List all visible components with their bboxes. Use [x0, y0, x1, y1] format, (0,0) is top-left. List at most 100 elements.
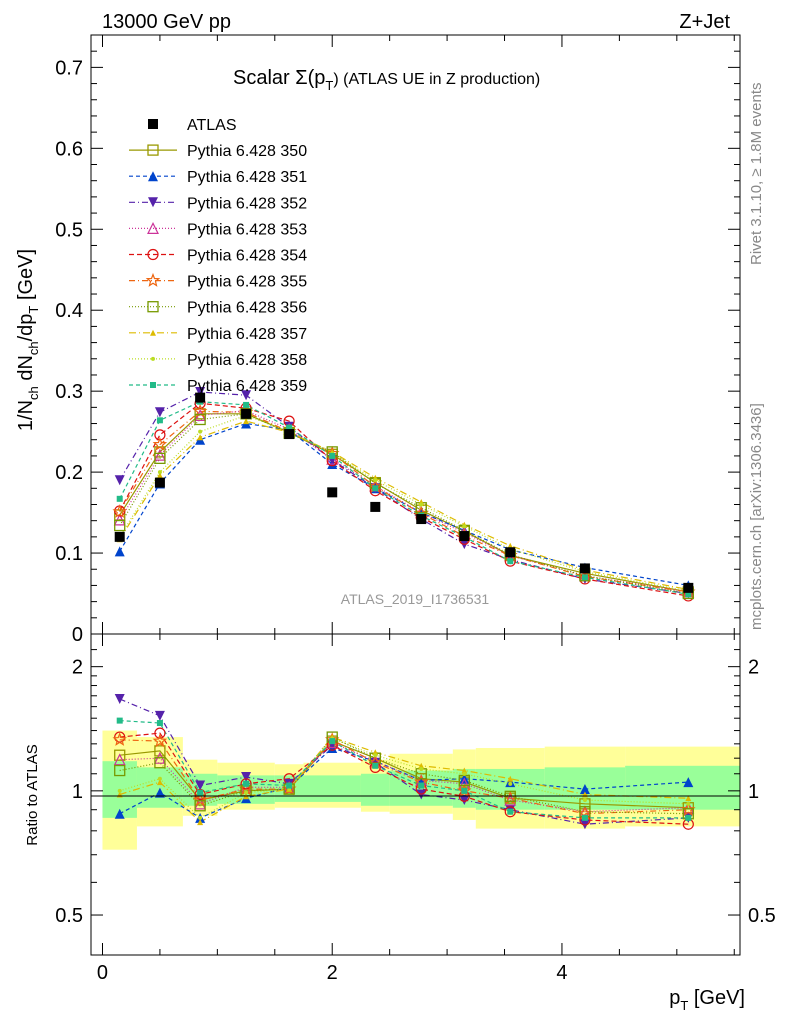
legend-label: Pythia 6.428 355	[187, 274, 307, 291]
main-series-point	[326, 452, 339, 465]
main-series-point	[116, 495, 123, 502]
ratio-series-line	[119, 720, 689, 819]
ratio-series-point	[114, 764, 126, 777]
ratio-series-point	[329, 738, 336, 745]
rivet-version-label: Rivet 3.1.10, ≥ 1.8M events	[748, 83, 765, 266]
ratio-series-point	[419, 766, 424, 771]
main-series-point	[152, 436, 168, 451]
main-series-point	[114, 475, 125, 486]
uncertainty-band-green	[303, 775, 361, 802]
ratio-y-ticks: 0.5 0.5 1 1 2 2	[55, 649, 776, 956]
main-series-point	[286, 424, 293, 431]
legend-marker	[147, 301, 159, 313]
x-axis-label: pT [GeV]	[669, 987, 745, 1013]
ratio-series-point	[685, 795, 692, 802]
ratio-series-point	[154, 710, 165, 721]
ratio-series-point	[504, 806, 516, 818]
legend-marker	[148, 119, 158, 129]
ratio-y-axis-label: Ratio to ATLAS	[24, 744, 41, 845]
legend-marker	[147, 248, 159, 261]
ratio-series-point	[369, 761, 381, 773]
main-title: Scalar Σ(pT) (ATLAS UE in Z production)	[233, 67, 540, 93]
ratio-series-point	[372, 749, 379, 756]
main-y-tick-label: 0	[72, 624, 83, 646]
ratio-series-point	[154, 787, 165, 798]
main-series-point	[373, 478, 378, 483]
ratio-series-point	[195, 780, 206, 791]
atlas-data-point	[370, 501, 381, 512]
ratio-series-point	[157, 776, 162, 781]
legend-label: Pythia 6.428 357	[187, 326, 307, 343]
legend-label: Pythia 6.428 359	[187, 378, 307, 395]
main-series-line	[119, 410, 689, 593]
ratio-series-point	[286, 782, 293, 789]
ratio-series-point	[198, 815, 203, 820]
ratio-series-point	[152, 733, 168, 748]
atlas-data-point	[241, 408, 252, 419]
main-series-point	[241, 390, 252, 401]
ratio-y-tick-label-right: 0.5	[748, 905, 776, 927]
legend-marker	[147, 144, 159, 156]
legend-marker	[148, 197, 158, 208]
ratio-series-point	[194, 788, 206, 801]
ratio-series-line	[119, 736, 689, 823]
main-series-point	[329, 452, 336, 459]
legend-label: Pythia 6.428 350	[187, 143, 307, 160]
ratio-series-point	[582, 798, 587, 803]
main-panel-data	[112, 386, 696, 602]
ratio-series-point	[113, 753, 126, 766]
main-series-point	[507, 558, 514, 565]
legend-marker	[145, 272, 161, 287]
legend-label: Pythia 6.428 352	[187, 195, 307, 212]
main-series-line	[119, 409, 689, 593]
ratio-series-point	[117, 788, 122, 793]
legend-marker	[148, 171, 158, 182]
atlas-data-point	[505, 547, 516, 558]
ratio-series-point	[194, 800, 206, 812]
ratio-series-point	[372, 762, 379, 769]
legend-marker	[151, 356, 155, 361]
main-series-point	[113, 513, 126, 526]
legend-label: Pythia 6.428 358	[187, 352, 307, 369]
main-series-line	[119, 422, 689, 586]
ratio-series-point	[116, 717, 123, 724]
main-y-tick-label: 0.1	[55, 543, 83, 565]
main-series-line	[119, 401, 689, 595]
main-series-point	[243, 401, 250, 408]
legend: ATLAS Pythia 6.428 350 Pythia 6.428 351 Pyt…	[129, 117, 307, 395]
ratio-series-point	[373, 753, 378, 758]
atlas-data-point	[195, 392, 206, 403]
ratio-series-point	[685, 814, 692, 821]
ratio-series-point	[243, 780, 250, 787]
ratio-y-tick-label-right: 2	[748, 657, 759, 679]
ratio-series-point	[156, 779, 163, 786]
ratio-panel-frame	[90, 633, 741, 956]
ratio-series-point	[240, 778, 252, 790]
atlas-data-point	[327, 487, 338, 498]
x-tick-label: 4	[556, 962, 567, 984]
ratio-series-point	[459, 795, 470, 806]
main-series-point	[154, 452, 166, 464]
main-y-tick-label: 0.3	[55, 381, 83, 403]
legend-label: Pythia 6.428 351	[187, 169, 307, 186]
ratio-series-point	[462, 771, 467, 776]
x-ticks: 0 2 4	[97, 634, 735, 984]
x-tick-label: 0	[97, 962, 108, 984]
ratio-series-point	[461, 787, 468, 794]
uncertainty-band-green	[136, 767, 183, 808]
main-series-point	[197, 434, 204, 441]
main-series-point	[581, 574, 588, 581]
main-series-point	[156, 417, 163, 424]
ratio-series-point	[114, 693, 125, 704]
ratio-series-point	[154, 727, 166, 739]
ratio-series-line	[119, 740, 689, 809]
atlas-data-point	[459, 531, 470, 542]
analysis-id-label: ATLAS_2019_I1736531	[341, 591, 490, 607]
ratio-series-line	[119, 747, 689, 819]
main-y-tick-label: 0.7	[55, 57, 83, 79]
main-series-line	[119, 420, 689, 591]
ratio-series-point	[507, 808, 514, 815]
ratio-series-point	[154, 757, 166, 769]
ratio-series-line	[119, 736, 689, 815]
ratio-series-point	[192, 792, 208, 807]
